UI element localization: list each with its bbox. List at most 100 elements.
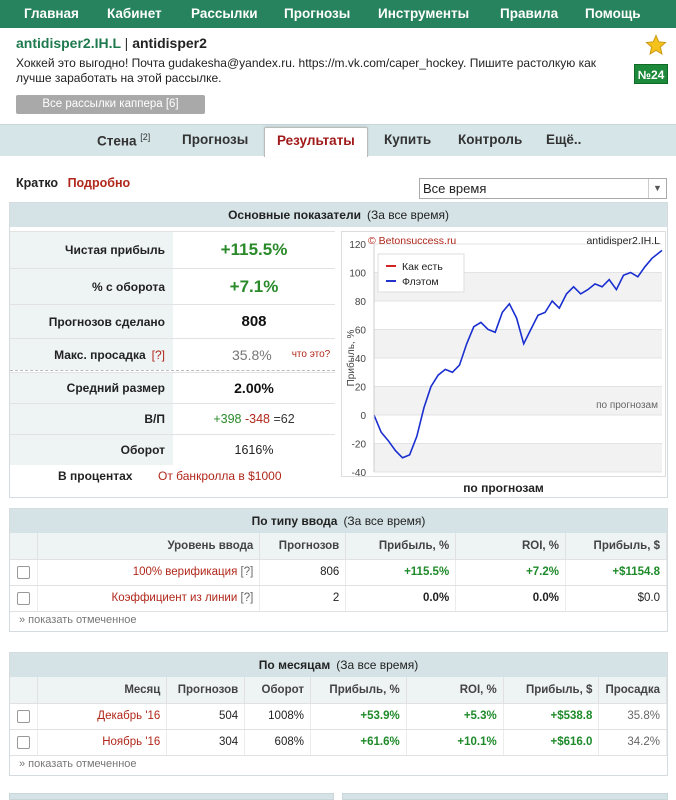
table-row: 100% верификация [?] 806 +115.5% +7.2% +… — [10, 559, 667, 586]
by-month-header: По месяцам (За все время) — [10, 653, 667, 677]
show-selected-link[interactable]: » показать отмеченное — [19, 614, 137, 626]
col-profit-pct: Прибыль, % — [345, 533, 457, 560]
chart-title: antidisper2.IH.L — [586, 235, 660, 247]
plot-band — [374, 415, 662, 444]
row-checkbox[interactable] — [17, 709, 31, 723]
main-stats-header: Основные показатели (За все время) — [10, 203, 667, 227]
stat-value: 35.8% — [232, 346, 272, 363]
chart-svg: -40 -20 0 20 40 60 80 100 120 Прибыль, % © Betonsu… — [345, 235, 663, 479]
roi-cell: +5.3% — [406, 703, 504, 730]
month-link[interactable]: Декабрь '16 — [37, 703, 168, 730]
table-header-row: Уровень ввода Прогнозов Прибыль, % ROI, … — [10, 533, 667, 560]
from-bank-link[interactable]: От банкролла в $1000 — [158, 469, 282, 483]
stat-row-turnover-pct: % с оборота +7.1% — [10, 268, 335, 304]
profit-usd-cell: +$1154.8 — [565, 559, 667, 586]
tab-wall-count: [2] — [140, 132, 151, 142]
stat-label: Прогнозов сделано — [10, 305, 173, 338]
by-type-subtitle: (За все время) — [343, 514, 426, 528]
legend-box — [377, 253, 465, 293]
profile-description: Хоккей это выгодно! Почта gudakesha@yand… — [16, 56, 597, 85]
nav-mailings[interactable]: Рассылки — [191, 6, 258, 21]
chart-caption: по прогнозам — [463, 481, 544, 495]
help-link[interactable]: [?] — [240, 592, 254, 604]
level-name[interactable]: Коэффициент из линии — [111, 592, 238, 604]
profit-usd-cell: $0.0 — [565, 585, 667, 612]
period-select[interactable]: Все время ▼ — [419, 178, 667, 199]
col-profit-pct: Прибыль, % — [310, 677, 407, 704]
col-count: Прогнозов — [166, 677, 246, 704]
period-value: Все время — [423, 181, 487, 196]
profile-nick[interactable]: antidisper2.IH.L — [16, 35, 121, 51]
month-link[interactable]: Ноябрь '16 — [37, 729, 168, 756]
stat-value: 1616% — [234, 443, 274, 457]
profit-usd-cell: +$616.0 — [503, 729, 600, 756]
roi-cell: 0.0% — [455, 585, 566, 612]
row-checkbox[interactable] — [17, 565, 31, 579]
by-month-title: По месяцам — [258, 658, 331, 672]
level-name[interactable]: 100% верификация — [132, 566, 238, 578]
stat-label: Макс. просадка — [54, 347, 146, 362]
col-profit-usd: Прибыль, $ — [565, 533, 667, 560]
help-link[interactable]: [?] — [151, 347, 165, 362]
next-panel-header — [342, 793, 668, 800]
tab-control[interactable]: Контроль — [458, 132, 523, 147]
turnover-cell: 1008% — [244, 703, 311, 730]
help-link[interactable]: [?] — [240, 566, 254, 578]
turnover-cell: 608% — [244, 729, 311, 756]
stat-label: % с оборота — [10, 269, 173, 304]
y-tick-label: 0 — [360, 411, 366, 422]
series-line-flat — [373, 249, 663, 459]
nav-rules[interactable]: Правила — [500, 6, 559, 21]
show-selected-link[interactable]: » показать отмеченное — [19, 758, 137, 770]
by-month-subtitle: (За все время) — [336, 658, 419, 672]
y-tick-label: -40 — [352, 468, 367, 476]
tab-more[interactable]: Ещё.. — [546, 132, 582, 147]
wins-value: +398 — [213, 412, 242, 426]
tab-bar: Стена [2] Прогнозы Результаты Купить Кон… — [0, 124, 676, 157]
view-detailed[interactable]: Подробно — [67, 176, 131, 190]
col-roi: ROI, % — [406, 677, 504, 704]
table-row: Ноябрь '16 304 608% +61.6% +10.1% +$616.… — [10, 729, 667, 756]
y-axis-label: Прибыль, % — [345, 330, 357, 387]
profit-pct-cell: +115.5% — [345, 559, 457, 586]
y-tick-label: 80 — [355, 297, 367, 308]
count-cell: 304 — [166, 729, 246, 756]
row-checkbox[interactable] — [17, 735, 31, 749]
nav-tools[interactable]: Инструменты — [378, 6, 470, 21]
y-tick-label: 120 — [349, 240, 366, 251]
tab-results[interactable]: Результаты — [264, 127, 368, 157]
what-is-it-link[interactable]: что это? — [291, 349, 331, 360]
main-stats-panel: Основные показатели (За все время) Чистая… — [9, 202, 668, 498]
in-percent-label[interactable]: В процентах — [58, 469, 133, 483]
y-tick-label: 60 — [355, 326, 367, 337]
losses-value: -348 — [244, 412, 270, 426]
all-mailings-button[interactable]: Все рассылки каппера [6] — [16, 95, 205, 114]
col-count: Прогнозов — [259, 533, 347, 560]
tab-forecasts[interactable]: Прогнозы — [182, 132, 249, 147]
row-checkbox[interactable] — [17, 591, 31, 605]
y-tick-label: -20 — [352, 440, 367, 451]
tab-wall-label: Стена — [97, 133, 137, 149]
nav-home[interactable]: Главная — [24, 6, 79, 21]
stat-label: Оборот — [10, 435, 173, 465]
by-month-panel: По месяцам (За все время) Месяц Прогнозов… — [9, 652, 668, 776]
tab-wall[interactable]: Стена [2] — [97, 132, 150, 149]
nav-cabinet[interactable]: Кабинет — [107, 6, 162, 21]
profit-chart: -40 -20 0 20 40 60 80 100 120 Прибыль, % © Betonsu… — [341, 231, 666, 479]
by-type-title: По типу ввода — [251, 514, 338, 528]
stat-row-forecasts: Прогнозов сделано 808 — [10, 304, 335, 338]
next-panel-header — [9, 793, 334, 800]
roi-cell: +7.2% — [455, 559, 566, 586]
view-brief[interactable]: Кратко — [16, 176, 59, 190]
star-icon[interactable] — [645, 34, 667, 56]
stat-label: Чистая прибыль — [10, 232, 173, 268]
nav-help[interactable]: Помощь — [585, 6, 641, 21]
by-type-panel: По типу ввода (За все время) Уровень ввод… — [9, 508, 668, 632]
count-cell: 806 — [259, 559, 347, 586]
tab-buy[interactable]: Купить — [384, 132, 432, 147]
chevron-down-icon[interactable]: ▼ — [648, 179, 666, 198]
chart-watermark: © Betonsuccess.ru — [368, 235, 456, 247]
profit-pct-cell: +61.6% — [310, 729, 407, 756]
table-row: Коэффициент из линии [?] 2 0.0% 0.0% $0.… — [10, 585, 667, 612]
nav-forecasts[interactable]: Прогнозы — [284, 6, 351, 21]
